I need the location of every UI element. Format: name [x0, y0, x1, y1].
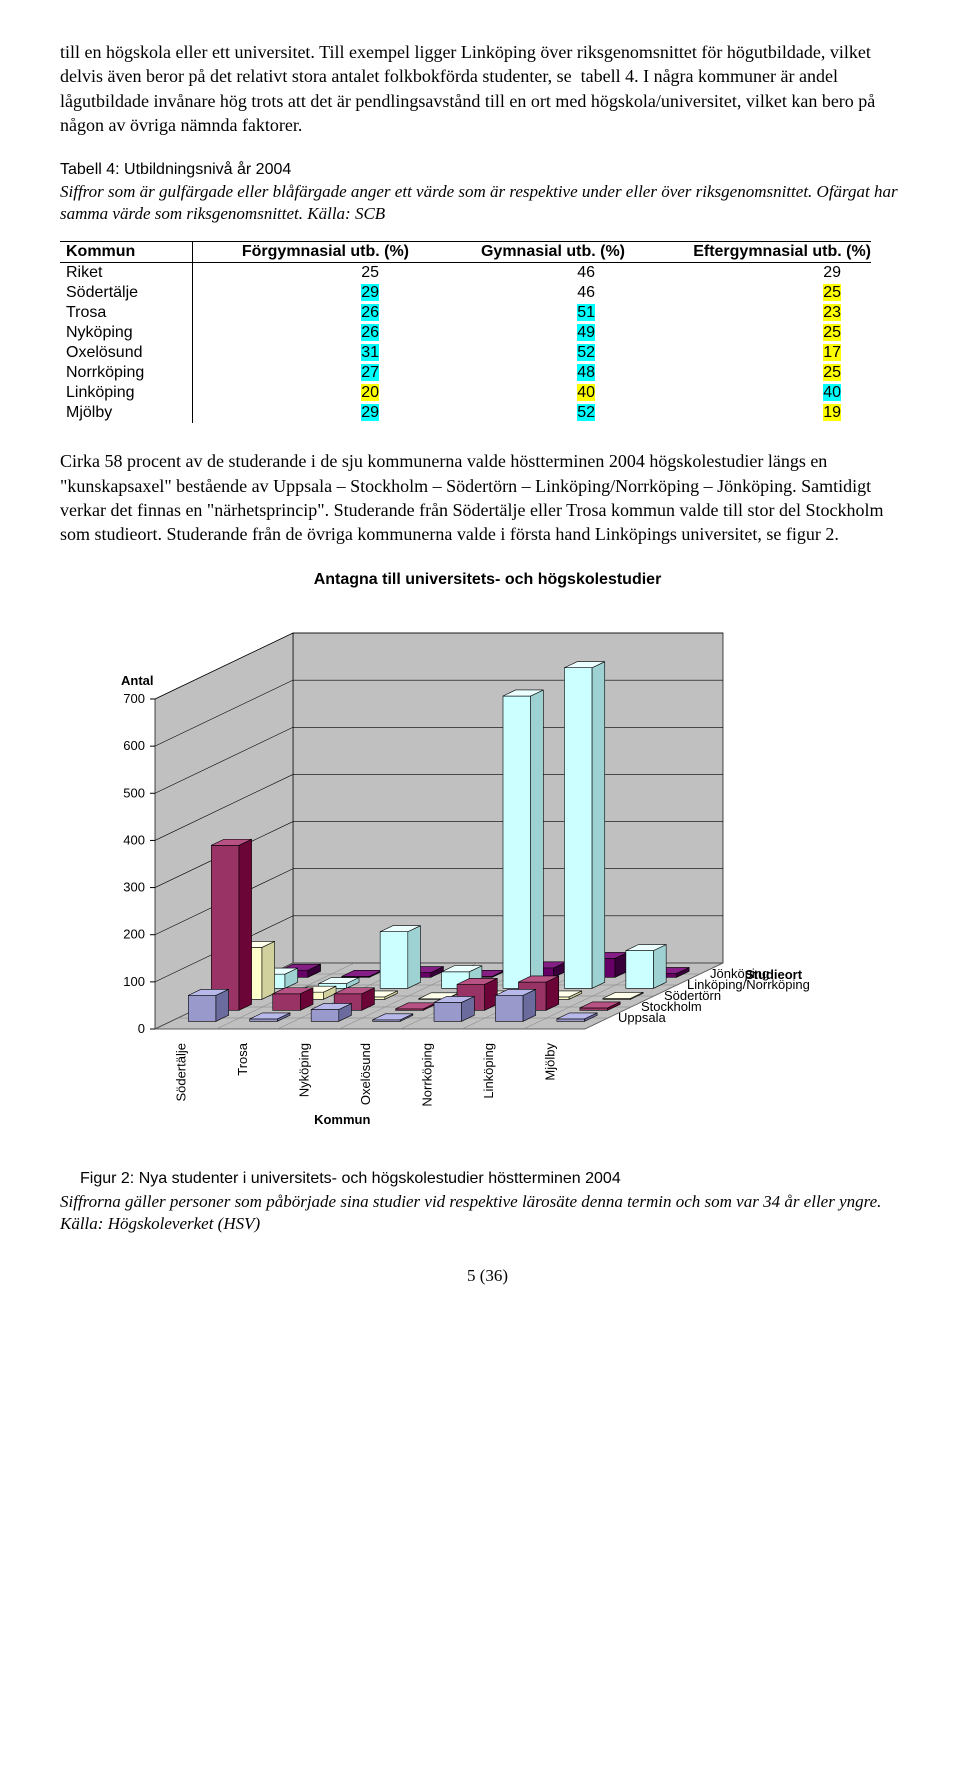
cell-value: 52 — [409, 343, 625, 363]
education-table: KommunFörgymnasial utb. (%)Gymnasial utb… — [60, 241, 871, 423]
cell-value: 49 — [409, 323, 625, 343]
cell-value: 40 — [625, 383, 871, 403]
cell-value: 25 — [625, 283, 871, 303]
col-header: Gymnasial utb. (%) — [409, 242, 625, 263]
cell-value: 29 — [625, 263, 871, 284]
row-label: Trosa — [60, 303, 193, 323]
row-label: Norrköping — [60, 363, 193, 383]
paragraph-intro: till en högskola eller ett universitet. … — [60, 40, 915, 137]
svg-text:Kommun: Kommun — [314, 1112, 370, 1127]
row-label: Linköping — [60, 383, 193, 403]
svg-text:300: 300 — [123, 879, 145, 894]
cell-value: 52 — [409, 403, 625, 423]
cell-value: 25 — [193, 263, 410, 284]
cell-value: 25 — [625, 323, 871, 343]
cell-value: 31 — [193, 343, 410, 363]
svg-text:700: 700 — [123, 691, 145, 706]
table-caption: Tabell 4: Utbildningsnivå år 2004 — [60, 161, 915, 179]
figure-caption: Figur 2: Nya studenter i universitets- o… — [80, 1169, 915, 1190]
svg-text:400: 400 — [123, 832, 145, 847]
svg-text:Oxelösund: Oxelösund — [358, 1043, 373, 1105]
svg-text:Nyköping: Nyköping — [297, 1043, 312, 1097]
cell-value: 29 — [193, 403, 410, 423]
cell-value: 17 — [625, 343, 871, 363]
svg-text:500: 500 — [123, 785, 145, 800]
row-label: Mjölby — [60, 403, 193, 423]
chart-title: Antagna till universitets- och högskoles… — [60, 571, 915, 589]
svg-text:Antal: Antal — [121, 673, 154, 688]
cell-value: 19 — [625, 403, 871, 423]
chart-3d-bar: 0 100 200 300 400 500 600 700 Antal Södertälje Tro… — [60, 609, 900, 1149]
cell-value: 26 — [193, 303, 410, 323]
cell-value: 26 — [193, 323, 410, 343]
paragraph-analysis: Cirka 58 procent av de studerande i de s… — [60, 449, 915, 546]
cell-value: 25 — [625, 363, 871, 383]
cell-value: 40 — [409, 383, 625, 403]
svg-text:200: 200 — [123, 926, 145, 941]
svg-text:Norrköping: Norrköping — [419, 1043, 434, 1107]
svg-text:600: 600 — [123, 738, 145, 753]
row-label: Oxelösund — [60, 343, 193, 363]
table-caption-note: Siffror som är gulfärgade eller blåfärga… — [60, 181, 915, 225]
cell-value: 46 — [409, 263, 625, 284]
svg-text:Södertälje: Södertälje — [174, 1043, 189, 1102]
col-header: Förgymnasial utb. (%) — [193, 242, 410, 263]
col-header: Kommun — [60, 242, 193, 263]
svg-text:100: 100 — [123, 973, 145, 988]
page-footer: 5 (36) — [60, 1266, 915, 1286]
row-label: Södertälje — [60, 283, 193, 303]
row-label: Nyköping — [60, 323, 193, 343]
cell-value: 46 — [409, 283, 625, 303]
svg-text:Studieort: Studieort — [745, 967, 803, 982]
cell-value: 20 — [193, 383, 410, 403]
svg-text:Trosa: Trosa — [235, 1042, 250, 1076]
cell-value: 48 — [409, 363, 625, 383]
svg-text:Mjölby: Mjölby — [542, 1042, 557, 1080]
row-label: Riket — [60, 263, 193, 284]
figure-caption-note: Siffrorna gäller personer som påbörjade … — [60, 1191, 915, 1235]
cell-value: 29 — [193, 283, 410, 303]
col-header: Eftergymnasial utb. (%) — [625, 242, 871, 263]
svg-text:0: 0 — [138, 1021, 145, 1036]
svg-text:Linköping: Linköping — [481, 1043, 496, 1099]
cell-value: 27 — [193, 363, 410, 383]
cell-value: 23 — [625, 303, 871, 323]
cell-value: 51 — [409, 303, 625, 323]
